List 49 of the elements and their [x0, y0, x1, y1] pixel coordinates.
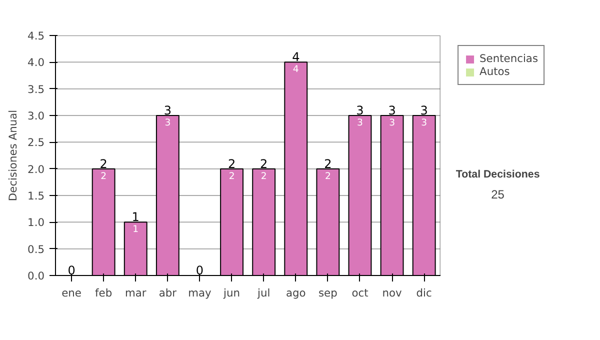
- data-label: 3: [421, 118, 428, 128]
- legend-label: Autos: [480, 65, 510, 78]
- x-tick-label: sep: [318, 286, 338, 300]
- data-label: 3: [389, 118, 396, 128]
- data-label: 1: [132, 224, 139, 236]
- data-label: 2: [260, 170, 267, 182]
- data-label: 3: [164, 118, 171, 128]
- total-label: 1: [132, 210, 140, 224]
- y-tick-label: 1.0: [28, 216, 45, 230]
- legend-label: Sentencias: [480, 52, 538, 65]
- x-tick-label: feb: [95, 286, 112, 300]
- text: Total Decisiones: [456, 168, 540, 181]
- y-tick-label: 0.5: [28, 242, 45, 256]
- x-tick-label: jun: [222, 286, 240, 300]
- x-tick-label: may: [188, 286, 212, 300]
- data-label: 2: [324, 170, 331, 182]
- y-tick-label: 3.5: [28, 82, 45, 96]
- y-tick-label: 3.0: [28, 110, 45, 122]
- total-label: 3: [164, 104, 172, 118]
- total-label: 3: [388, 104, 396, 118]
- total-label: 2: [260, 156, 268, 171]
- total-label: 2: [228, 156, 236, 171]
- total-label: 0: [196, 264, 204, 278]
- x-tick-label: jul: [256, 286, 270, 300]
- x-tick-label: ene: [62, 286, 82, 300]
- total-label: 2: [324, 156, 332, 171]
- data-label: 2: [228, 170, 235, 182]
- total-label: 4: [292, 50, 300, 64]
- data-label: 4: [292, 64, 299, 76]
- total-label: 0: [68, 264, 76, 278]
- total-label: 3: [356, 104, 364, 118]
- x-tick-label: oct: [352, 286, 368, 300]
- y-tick-label: 2.5: [28, 136, 45, 150]
- x-tick-label: nov: [382, 286, 402, 300]
- y-tick-label: 2.0: [28, 162, 45, 176]
- y-tick-label: 1.5: [28, 190, 45, 202]
- y-tick-label: 0.0: [28, 270, 45, 282]
- x-tick-label: ago: [286, 286, 306, 300]
- data-label: 3: [357, 118, 364, 128]
- x-tick-label: mar: [124, 286, 147, 300]
- x-tick-label: dic: [416, 286, 432, 300]
- x-tick-label: abr: [158, 286, 178, 300]
- text: 25: [491, 187, 505, 202]
- data-label: 2: [100, 170, 107, 182]
- y-tick-label: 4.5: [28, 30, 45, 42]
- y-tick-label: 4.0: [28, 56, 45, 70]
- total-label: 3: [420, 104, 428, 118]
- y-axis-title: Decisiones Anual: [6, 110, 20, 202]
- total-label: 2: [100, 156, 108, 171]
